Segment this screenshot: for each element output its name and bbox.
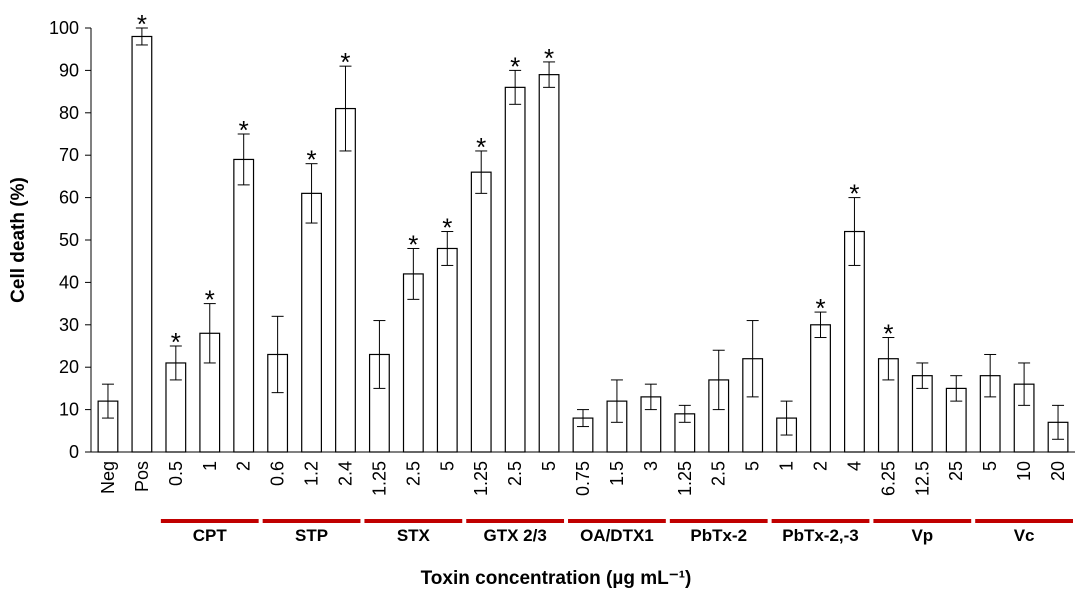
y-tick-label: 20 [59, 357, 79, 377]
significance-star: * [408, 229, 418, 259]
x-tick-label: 0.75 [573, 461, 593, 496]
y-tick-label: 50 [59, 230, 79, 250]
x-tick-label: 3 [641, 461, 661, 471]
group-label: CPT [193, 526, 228, 545]
x-tick-label: 5 [437, 461, 457, 471]
group-label: STP [295, 526, 328, 545]
group-label: OA/DTX1 [580, 526, 654, 545]
y-tick-label: 30 [59, 315, 79, 335]
significance-star: * [137, 9, 147, 39]
significance-star: * [306, 145, 316, 175]
significance-star: * [442, 213, 452, 243]
bar [810, 324, 831, 453]
x-tick-label: 5 [539, 461, 559, 471]
bar [131, 35, 153, 453]
significance-star: * [476, 132, 486, 162]
x-tick-label: 1.25 [675, 461, 695, 496]
significance-star: * [544, 43, 554, 73]
x-tick-label: 2.5 [505, 461, 525, 486]
bar [470, 171, 492, 453]
significance-star: * [815, 293, 825, 323]
x-tick-label: 5 [980, 461, 1000, 471]
x-tick-label: Neg [98, 461, 118, 494]
x-tick-label: 2 [811, 461, 831, 471]
group-label: Vp [911, 526, 933, 545]
y-axis-label: Cell death (%) [8, 177, 29, 303]
bar [402, 273, 424, 453]
significance-star: * [340, 47, 350, 77]
group-label: Vc [1014, 526, 1035, 545]
group-label: GTX 2/3 [483, 526, 546, 545]
significance-star: * [171, 327, 181, 357]
bar [538, 74, 560, 453]
x-tick-label: 1.5 [607, 461, 627, 486]
y-tick-label: 10 [59, 400, 79, 420]
x-axis: Neg Pos 0.5 1 2 0.6 1.2 2.4 1.25 2.5 5 1.25 2.5 5 0.75… [91, 451, 1075, 496]
bar [335, 107, 356, 453]
x-tick-label: 0.6 [268, 461, 288, 486]
x-tick-label: 25 [946, 461, 966, 481]
x-tick-label: 2.5 [403, 461, 423, 486]
y-tick-label: 0 [69, 442, 79, 462]
significance-star: * [205, 285, 215, 315]
group-label: STX [397, 526, 431, 545]
significance-star: * [883, 319, 893, 349]
x-tick-label: Pos [132, 461, 152, 492]
bar [436, 247, 458, 453]
bar [233, 158, 255, 453]
group-label: PbTx-2 [690, 526, 747, 545]
x-tick-label: 5 [743, 461, 763, 471]
significance-star: * [510, 51, 520, 81]
x-axis-label: Toxin concentration (µg mL⁻¹) [421, 568, 692, 589]
y-tick-label: 40 [59, 272, 79, 292]
y-tick-label: 70 [59, 145, 79, 165]
x-tick-label: 1.25 [369, 461, 389, 496]
x-tick-label: 2 [234, 461, 254, 471]
x-tick-label: 12.5 [912, 461, 932, 496]
x-tick-label: 1.25 [471, 461, 491, 496]
group-labels-layer: CPT STP STX GTX 2/3 OA/DTX1 PbTx-2 PbTx-2,-3 Vp… [160, 519, 1073, 545]
bars-layer: * * * * * * * * * * * * * * [97, 9, 1069, 453]
group-label: PbTx-2,-3 [782, 526, 859, 545]
y-tick-label: 90 [59, 60, 79, 80]
x-tick-label: 2.4 [335, 461, 355, 486]
significance-star: * [239, 115, 249, 145]
y-tick-label: 100 [49, 18, 79, 38]
x-tick-label: 20 [1048, 461, 1068, 481]
bar [504, 86, 526, 453]
x-tick-label: 10 [1014, 461, 1034, 481]
x-tick-label: 0.5 [166, 461, 186, 486]
x-tick-label: 1.2 [302, 461, 322, 486]
x-tick-label: 1 [777, 461, 797, 471]
significance-star: * [849, 179, 859, 209]
y-tick-label: 60 [59, 188, 79, 208]
x-tick-label: 1 [200, 461, 220, 471]
bar [301, 192, 322, 453]
x-tick-label: 6.25 [878, 461, 898, 496]
x-tick-label: 4 [844, 461, 864, 471]
y-tick-label: 80 [59, 103, 79, 123]
x-tick-label: 2.5 [709, 461, 729, 486]
y-axis: 0 10 20 30 40 50 60 70 80 90 100 [49, 18, 92, 462]
